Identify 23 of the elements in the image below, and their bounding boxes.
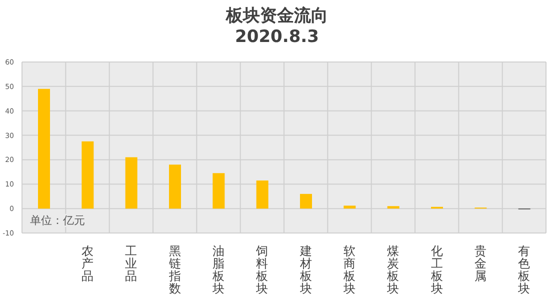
bar bbox=[300, 194, 312, 209]
bar bbox=[125, 157, 138, 209]
bar bbox=[169, 164, 181, 209]
x-tick-label: 煤炭板块 bbox=[386, 244, 400, 296]
chart-title: 板块资金流向 bbox=[224, 6, 329, 27]
bar bbox=[38, 88, 50, 209]
x-tick-label: 农产品 bbox=[82, 244, 94, 283]
bar bbox=[212, 173, 225, 209]
bar bbox=[82, 141, 94, 209]
x-tick-label: 饲料板块 bbox=[255, 244, 268, 296]
bar bbox=[344, 206, 356, 209]
x-tick-label: 黑链指数 bbox=[168, 244, 181, 296]
bar bbox=[387, 206, 400, 209]
x-tick-label: 建材板块 bbox=[298, 244, 312, 296]
x-tick-label: 化工板块 bbox=[430, 244, 443, 296]
annotation: 单位：亿元 bbox=[30, 214, 85, 227]
x-tick-label: 贵金属 bbox=[474, 244, 486, 283]
x-tick-label: 有色板块 bbox=[517, 244, 530, 296]
chart-subtitle: 2020.8.3 bbox=[234, 27, 320, 48]
x-tick-label: 工业品 bbox=[125, 244, 138, 283]
x-tick-label: 油脂板块 bbox=[212, 244, 224, 296]
x-tick-label: 软商板块 bbox=[342, 244, 356, 296]
bar bbox=[256, 180, 268, 209]
